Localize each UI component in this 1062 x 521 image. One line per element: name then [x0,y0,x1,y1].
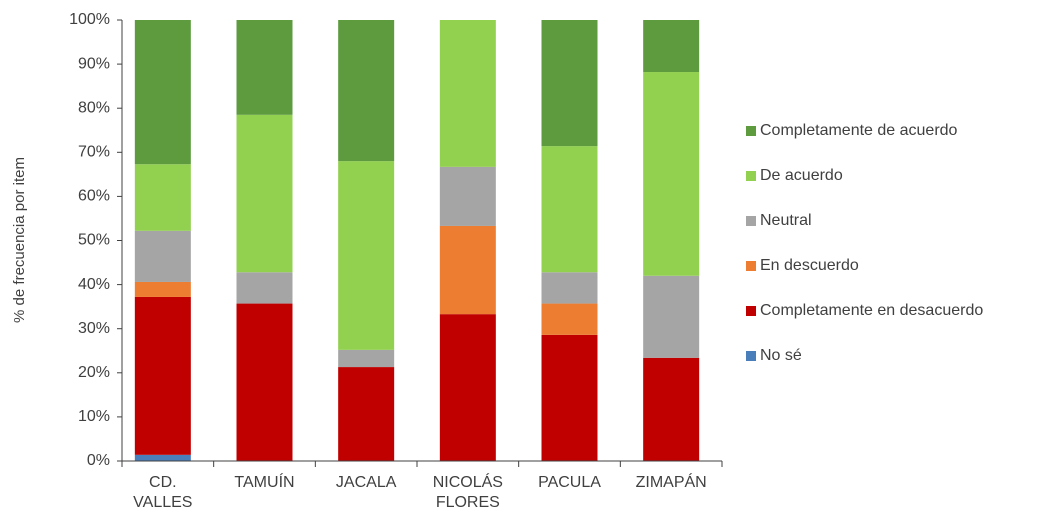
bar-segment [643,72,700,276]
bar-segment [236,272,293,304]
legend-swatch [746,171,756,181]
x-tick-label: ZIMAPÁN [636,472,707,491]
bar-segment [541,272,598,304]
bar-segment [338,349,395,368]
bar-segment [439,314,496,461]
bar-segment [134,20,191,165]
bar-segment [643,275,700,358]
y-tick-label: 50% [78,232,110,249]
bar-segment [236,114,293,273]
bar-segment [338,20,395,162]
legend-label: Completamente en desacuerdo [760,302,983,319]
x-tick-label: NICOLÁS FLORES [433,472,503,511]
bar-segment [439,225,496,315]
bar-segment [134,454,191,461]
y-tick-label: 30% [78,320,110,337]
y-tick-label: 80% [78,99,110,116]
y-tick-label: 0% [87,452,110,469]
bar-segment [541,146,598,273]
bar-segment [439,20,496,167]
bar-segment [134,230,191,282]
bar-segment [541,303,598,335]
y-tick-label: 60% [78,188,110,205]
y-tick-label: 10% [78,408,110,425]
x-tick-label: CD. VALLES [133,474,192,511]
bar-segment [338,161,395,350]
y-tick-label: 90% [78,55,110,72]
legend-swatch [746,351,756,361]
bar-segment [134,281,191,297]
bar-segment [643,357,700,461]
bar-segment [338,367,395,461]
bar-segment [236,20,293,115]
legend-swatch [746,261,756,271]
legend-label: Neutral [760,212,812,229]
legend-label: Completamente de acuerdo [760,122,958,139]
x-tick-label: PACULA [538,474,601,491]
y-axis-label: % de frecuencia por item [11,157,28,323]
bar-segment [643,20,700,73]
legend-swatch [746,306,756,316]
bar-segment [134,164,191,231]
bar-segment [439,166,496,226]
x-tick-label: JACALA [336,474,397,491]
bar-segment [541,334,598,461]
y-tick-label: 20% [78,364,110,381]
x-tick-label: TAMUÍN [234,472,294,491]
legend-label: No sé [760,347,802,364]
legend-label: En descuerdo [760,257,859,274]
legend-swatch [746,126,756,136]
bar-segment [541,20,598,147]
bar-segment [134,296,191,455]
y-tick-label: 70% [78,144,110,161]
legend-label: De acuerdo [760,167,843,184]
y-tick-label: 100% [69,11,110,28]
bar-segment [236,303,293,461]
y-tick-label: 40% [78,276,110,293]
legend-swatch [746,216,756,226]
